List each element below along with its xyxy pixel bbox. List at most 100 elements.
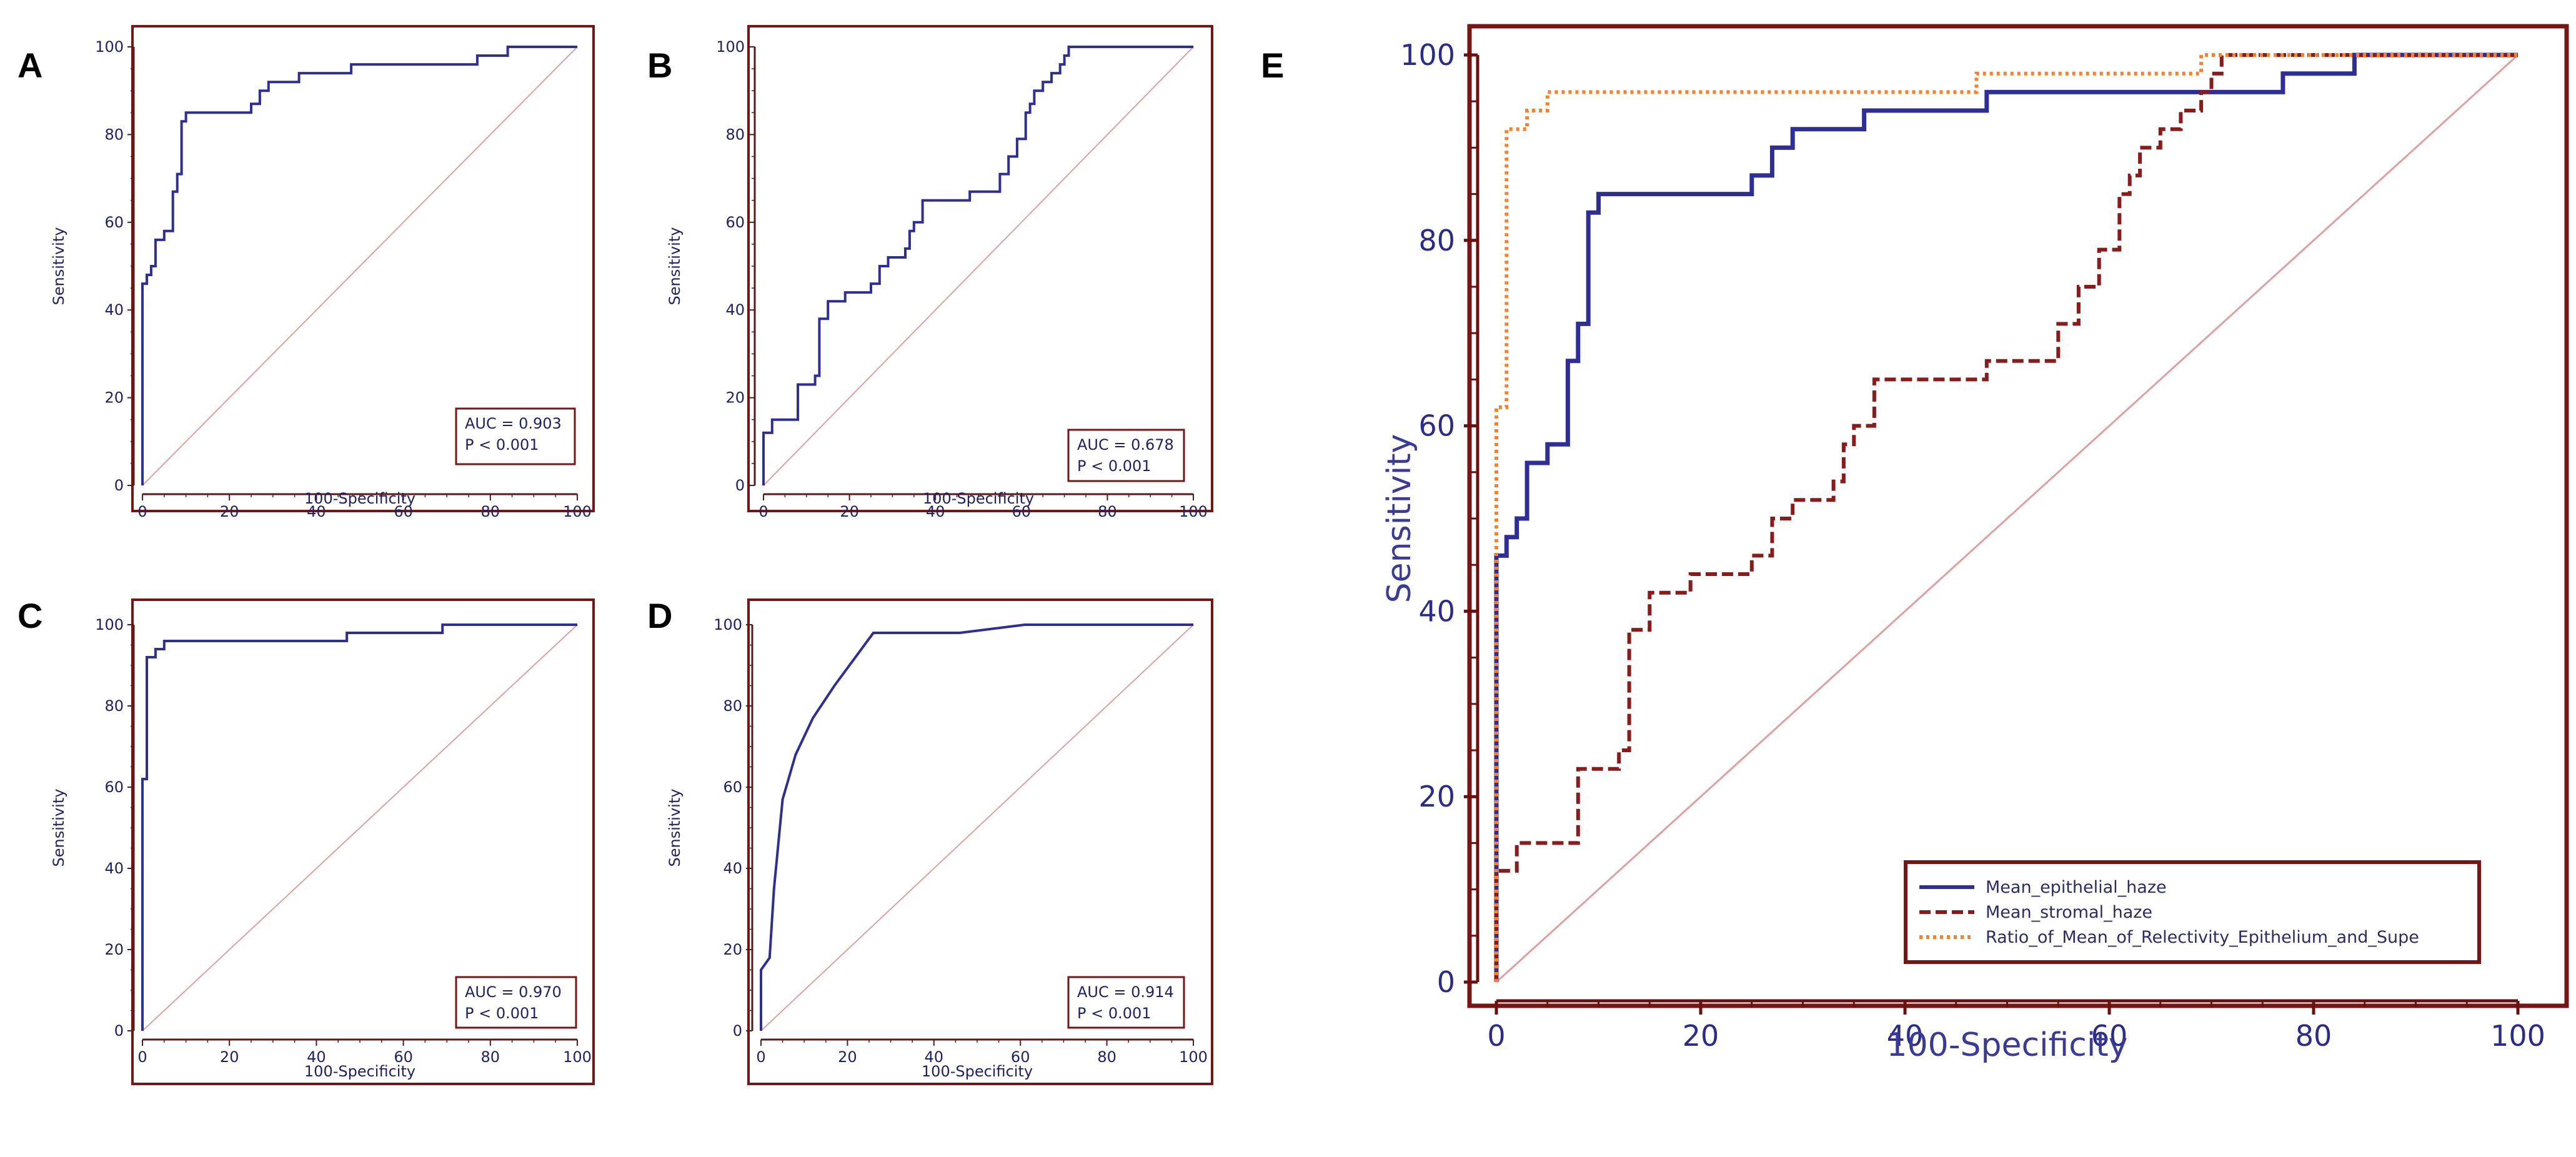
x-tick-label: 80 [481,503,500,520]
roc-curve-mean_epithelial_haze [1494,52,2518,982]
reference-diagonal [1495,54,2519,983]
roc-curve-mean_stromal_haze [1494,53,2518,982]
x-axis-label: 100-Specificity [304,1063,415,1080]
x-tick-label: 100 [1179,1048,1208,1066]
plot-frame [747,25,1213,512]
x-tick-label: 20 [840,503,859,520]
panel-a: A 0 20 40 60 80 100 0 20 40 60 80 100 100-Specificity… [17,25,595,520]
x-tick-label: 40 [307,503,326,520]
y-tick-label: 80 [725,126,745,143]
x-tick-label: 100 [563,503,592,520]
y-tick-label: 0 [1437,965,1455,999]
roc-curve-series-0 [762,46,1193,485]
panel-b: B 0 20 40 60 80 100 0 20 40 60 80 100 100-Specificity… [647,25,1213,520]
x-tick-label: 100 [1179,503,1208,520]
y-tick-label: 0 [733,1022,742,1040]
y-tick-label: 60 [725,214,745,231]
x-tick-label: 60 [394,503,413,520]
reference-diagonal [142,46,578,486]
y-tick-label: 100 [714,616,742,633]
legend-box [1904,860,2481,964]
x-tick-label: 20 [220,1048,239,1066]
y-axis-label: Sensitivity [666,789,684,867]
x-tick-label: 0 [758,503,768,520]
p-value: P < 0.001 [465,1005,539,1022]
y-tick-label: 80 [723,697,742,715]
legend-entry: Ratio_of_Mean_of_Relectivity_Epithelium_… [1986,928,2419,947]
y-tick-label: 80 [104,697,124,715]
x-tick-label: 20 [220,503,239,520]
x-tick-label: 0 [137,1048,147,1066]
panel-letter: D [647,596,672,635]
roc-curve-ratio_of_mean_of_relectivity_epithelium_and_supe [1494,53,2518,982]
x-axis-label: 100-Specificity [304,490,415,507]
x-tick-label: 20 [838,1048,857,1066]
y-tick-label: 60 [104,214,124,231]
y-tick-label: 20 [1418,780,1455,813]
panel-letter: E [1261,46,1284,85]
x-tick-label: 60 [394,1048,413,1066]
y-tick-label: 0 [114,477,124,494]
auc-box [1067,976,1185,1029]
y-tick-label: 60 [723,778,742,796]
x-tick-label: 40 [925,1048,944,1066]
plot-frame [747,598,1213,1085]
x-tick-label: 60 [1012,503,1032,520]
y-tick-label: 20 [104,941,124,958]
p-value: P < 0.001 [465,436,539,454]
y-tick-label: 100 [95,38,124,56]
y-tick-label: 80 [1418,224,1455,257]
x-tick-label: 80 [1097,1048,1116,1066]
plot-frame [131,598,595,1085]
y-tick-label: 100 [95,616,124,633]
y-axis-label: Sensitivity [50,227,67,305]
auc-value: AUC = 0.914 [1077,983,1174,1001]
x-tick-label: 40 [1887,1019,1924,1053]
legend-entry: Mean_epithelial_haze [1986,878,2167,897]
y-tick-label: 20 [725,389,745,407]
x-axis-label: 100-Specificity [1886,1026,2127,1064]
auc-value: AUC = 0.970 [465,983,562,1001]
panel-e: E 0 20 40 60 80 100 0 20 40 60 80 100 100-Specificity… [1261,24,2569,1064]
y-axis-label: Sensitivity [1381,434,1418,603]
y-tick-label: 60 [104,778,124,796]
p-value: P < 0.001 [1077,1005,1151,1022]
y-tick-label: 0 [114,1022,124,1040]
y-tick-label: 100 [716,38,745,56]
x-tick-label: 40 [926,503,945,520]
reference-diagonal [142,624,578,1031]
x-tick-label: 0 [137,503,147,520]
reference-diagonal [763,46,1194,486]
y-tick-label: 80 [104,126,124,143]
auc-box [455,976,577,1029]
y-tick-label: 40 [723,860,742,877]
y-tick-label: 60 [1418,409,1455,443]
y-tick-label: 40 [104,860,124,877]
roc-curve-series-0 [141,46,577,485]
panel-letter: A [17,46,42,85]
auc-value: AUC = 0.678 [1077,436,1174,454]
legend-entry: Mean_stromal_haze [1986,903,2152,922]
x-tick-label: 100 [563,1048,592,1066]
x-tick-label: 100 [2490,1019,2545,1053]
x-tick-label: 80 [481,1048,500,1066]
panel-c: C 0 20 40 60 80 100 0 20 40 60 80 100 100-Specificity… [17,596,595,1085]
plot-frame [131,25,595,512]
x-tick-label: 0 [1487,1019,1505,1053]
p-value: P < 0.001 [1077,457,1151,475]
y-tick-label: 40 [1418,594,1455,628]
panel-letter: B [647,46,672,85]
x-tick-label: 60 [2091,1019,2128,1053]
y-tick-label: 20 [723,941,742,958]
x-axis-label: 100-Specificity [923,490,1034,507]
reference-diagonal [760,624,1194,1031]
y-axis-label: Sensitivity [666,227,684,305]
y-tick-label: 20 [104,389,124,407]
roc-curve-series-0 [760,623,1193,1031]
y-axis-label: Sensitivity [50,789,67,867]
auc-box [455,407,576,465]
x-tick-label: 80 [2295,1019,2332,1053]
x-tick-label: 60 [1011,1048,1030,1066]
y-tick-label: 40 [104,301,124,319]
